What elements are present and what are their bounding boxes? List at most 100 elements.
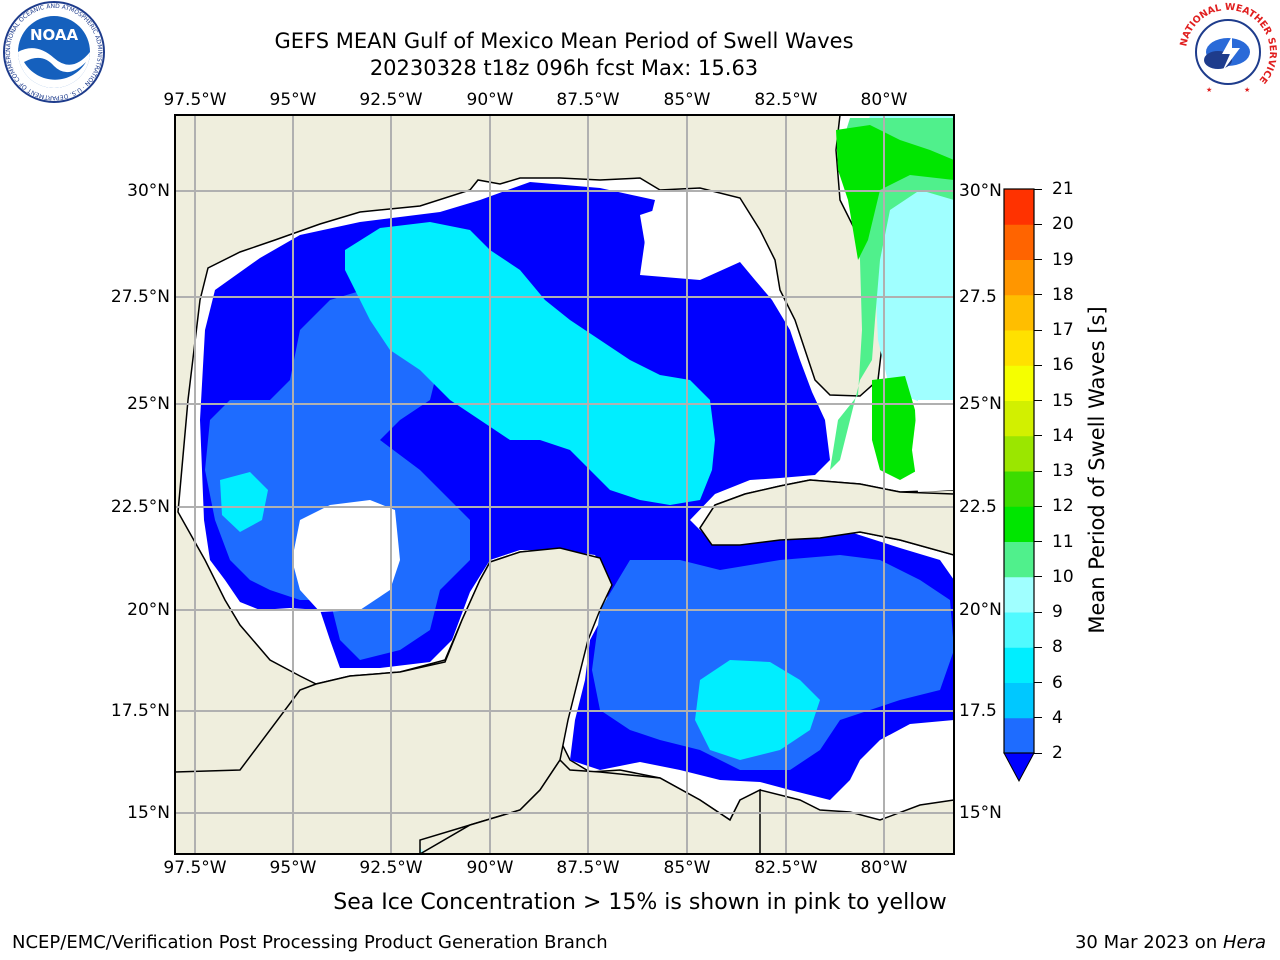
lat-tick-left: 27.5°N — [110, 287, 170, 307]
lon-tick-bottom: 90°W — [466, 858, 514, 878]
colorbar-tick-mark — [1034, 682, 1042, 683]
footer-date-text: 30 Mar 2023 on — [1074, 932, 1223, 953]
colorbar-tick-label: 11 — [1052, 531, 1074, 552]
colorbar-tick-mark — [1034, 505, 1042, 507]
footer-date: 30 Mar 2023 on Hera — [1075, 932, 1266, 953]
colorbar-segment — [1004, 541, 1034, 578]
colorbar-tick-label: 15 — [1052, 390, 1074, 411]
colorbar-segment — [1004, 259, 1034, 296]
lat-tick-right: 20°N — [959, 600, 1002, 620]
lat-tick-right: 22.5 — [959, 497, 997, 517]
colorbar-segment — [1004, 647, 1034, 683]
colorbar-segment — [1004, 506, 1034, 542]
lat-tick-left: 25°N — [127, 394, 170, 414]
colorbar-tick-mark — [1034, 294, 1042, 296]
lon-tick-top: 80°W — [860, 90, 908, 110]
swell-period-6-8-west — [220, 472, 268, 532]
noaa-logo: NATIONAL OCEANIC AND ATMOSPHERIC ADMINIS… — [2, 0, 105, 103]
sea-ice-caption: Sea Ice Concentration > 15% is shown in … — [333, 890, 947, 915]
lon-tick-bottom: 85°W — [663, 858, 711, 878]
colorbar-segment — [1004, 224, 1034, 260]
colorbar-segment — [1004, 612, 1034, 648]
lat-tick-left: 20°N — [127, 600, 170, 620]
chart-subtitle: 20230328 t18z 096h fcst Max: 15.63 — [369, 56, 759, 80]
lon-tick-top: 95°W — [269, 90, 317, 110]
colorbar-segment — [1004, 717, 1034, 754]
colorbar-tick-mark — [1034, 576, 1042, 578]
colorbar-tick-label: 14 — [1052, 425, 1074, 446]
lat-tick-right: 17.5 — [959, 701, 997, 721]
colorbar-segment — [1004, 682, 1034, 719]
noaa-wordmark: NOAA — [30, 26, 79, 44]
lat-tick-left: 30°N — [127, 181, 170, 201]
lat-tick-right: 30°N — [959, 181, 1002, 201]
lat-tick-left: 22.5°N — [110, 497, 170, 517]
colorbar-tick-mark — [1034, 400, 1042, 401]
colorbar-segment — [1004, 576, 1034, 613]
lon-tick-bottom: 97.5°W — [163, 858, 227, 878]
lon-tick-top: 90°W — [466, 90, 514, 110]
lon-tick-bottom: 80°W — [860, 858, 908, 878]
colorbar-tick-mark — [1034, 717, 1042, 719]
lon-tick-top: 87.5°W — [556, 90, 620, 110]
map-frame — [174, 114, 955, 855]
colorbar-segment — [1004, 330, 1034, 366]
swell-period-4-6 — [205, 285, 470, 660]
cuba-land — [699, 479, 954, 556]
lon-tick-bottom: 87.5°W — [556, 858, 620, 878]
lat-tick-right: 27.5 — [959, 287, 997, 307]
lat-tick-right: 15°N — [959, 803, 1002, 823]
svg-text:★: ★ — [1206, 86, 1212, 94]
colorbar-segment — [1004, 400, 1034, 437]
lat-tick-left: 15°N — [127, 803, 170, 823]
footer-host: Hera — [1222, 932, 1266, 953]
colorbar-label: Mean Period of Swell Waves [s] — [1085, 306, 1109, 634]
colorbar — [1003, 188, 1035, 783]
swell-period-11-13-east — [836, 125, 954, 260]
colorbar-tick-label: 20 — [1052, 214, 1074, 235]
colorbar-segment — [1004, 471, 1034, 507]
colorbar-tick-label: 10 — [1052, 566, 1074, 587]
lon-tick-bottom: 95°W — [269, 858, 317, 878]
lat-tick-left: 17.5°N — [110, 701, 170, 721]
colorbar-tick-label: 21 — [1052, 179, 1074, 199]
colorbar-tick-label: 13 — [1052, 461, 1074, 481]
colorbar-tick-label: 16 — [1052, 355, 1074, 376]
svg-text:★: ★ — [1244, 86, 1250, 94]
lon-tick-bottom: 82.5°W — [754, 858, 818, 878]
colorbar-tick-mark — [1034, 364, 1042, 366]
lon-tick-top: 92.5°W — [359, 90, 423, 110]
lon-tick-top: 97.5°W — [163, 90, 227, 110]
colorbar-tick-label: 19 — [1052, 249, 1074, 270]
colorbar-tick-mark — [1034, 646, 1042, 648]
swell-period-4-6-south — [592, 555, 954, 770]
colorbar-tick-label: 6 — [1052, 672, 1063, 693]
colorbar-tick-label: 8 — [1052, 637, 1063, 658]
colorbar-tick-mark — [1034, 223, 1042, 225]
colorbar-segment — [1004, 365, 1034, 401]
colorbar-tick-label: 2 — [1052, 743, 1063, 763]
graticule — [175, 115, 954, 854]
colorbar-tick-mark — [1034, 329, 1042, 331]
colorbar-tick-mark — [1034, 435, 1042, 437]
colorbar-segment — [1004, 189, 1034, 225]
colorbar-tick-label: 4 — [1052, 707, 1063, 728]
lat-tick-right: 25°N — [959, 394, 1002, 414]
colorbar-tick-mark — [1034, 259, 1042, 260]
lon-tick-top: 85°W — [663, 90, 711, 110]
colorbar-tick-mark — [1034, 188, 1042, 190]
chart-title: GEFS MEAN Gulf of Mexico Mean Period of … — [274, 29, 854, 53]
swell-period-6-8 — [345, 222, 715, 505]
colorbar-segments — [1003, 189, 1035, 783]
colorbar-tick-mark — [1034, 470, 1042, 472]
lon-tick-top: 82.5°W — [754, 90, 818, 110]
colorbar-segment — [1004, 294, 1034, 331]
colorbar-extend-arrow — [1003, 752, 1035, 783]
colorbar-tick-mark — [1034, 752, 1042, 754]
colorbar-tick-label: 12 — [1052, 496, 1074, 517]
lon-tick-bottom: 92.5°W — [359, 858, 423, 878]
nws-logo: NATIONAL WEATHER SERVICE ★ ★ — [1178, 2, 1278, 102]
colorbar-segment — [1004, 435, 1034, 472]
colorbar-tick-label: 17 — [1052, 320, 1074, 340]
